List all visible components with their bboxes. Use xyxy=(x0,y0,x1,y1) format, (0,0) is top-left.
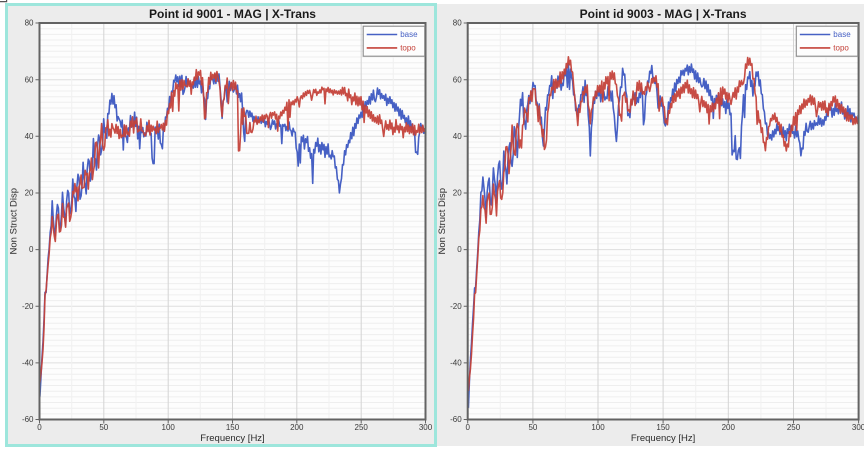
svg-text:-20: -20 xyxy=(450,302,462,311)
svg-text:60: 60 xyxy=(25,75,34,84)
svg-text:-60: -60 xyxy=(22,415,34,424)
svg-text:-40: -40 xyxy=(450,359,462,368)
svg-text:250: 250 xyxy=(355,423,369,432)
svg-text:150: 150 xyxy=(656,423,670,432)
svg-text:60: 60 xyxy=(453,75,462,84)
svg-text:topo: topo xyxy=(833,44,849,53)
svg-text:40: 40 xyxy=(453,132,462,141)
svg-text:base: base xyxy=(400,30,418,39)
svg-text:300: 300 xyxy=(419,423,433,432)
svg-text:200: 200 xyxy=(722,423,736,432)
svg-text:20: 20 xyxy=(25,189,34,198)
svg-text:40: 40 xyxy=(25,132,34,141)
svg-text:Non Struct Disp: Non Struct Disp xyxy=(9,188,20,255)
svg-text:Frequency [Hz]: Frequency [Hz] xyxy=(631,433,695,444)
svg-text:50: 50 xyxy=(99,423,108,432)
svg-text:-20: -20 xyxy=(22,302,34,311)
svg-text:300: 300 xyxy=(852,423,864,432)
svg-text:topo: topo xyxy=(400,44,416,53)
svg-text:80: 80 xyxy=(25,19,34,28)
svg-text:200: 200 xyxy=(290,423,304,432)
svg-text:Frequency [Hz]: Frequency [Hz] xyxy=(200,433,264,444)
svg-text:0: 0 xyxy=(465,423,470,432)
svg-text:50: 50 xyxy=(528,423,537,432)
svg-text:base: base xyxy=(833,30,851,39)
svg-text:0: 0 xyxy=(457,245,462,254)
svg-text:-40: -40 xyxy=(22,359,34,368)
svg-text:Non Struct Disp: Non Struct Disp xyxy=(437,188,448,255)
svg-text:250: 250 xyxy=(787,423,801,432)
svg-text:-60: -60 xyxy=(450,415,462,424)
svg-text:Point id 9003 - MAG | X-Trans: Point id 9003 - MAG | X-Trans xyxy=(580,7,747,21)
svg-text:80: 80 xyxy=(453,19,462,28)
svg-text:0: 0 xyxy=(29,245,34,254)
svg-text:100: 100 xyxy=(162,423,176,432)
svg-text:100: 100 xyxy=(591,423,605,432)
svg-text:20: 20 xyxy=(453,189,462,198)
svg-text:Point id 9001 - MAG | X-Trans: Point id 9001 - MAG | X-Trans xyxy=(149,7,316,21)
svg-text:150: 150 xyxy=(226,423,240,432)
svg-text:0: 0 xyxy=(37,423,42,432)
